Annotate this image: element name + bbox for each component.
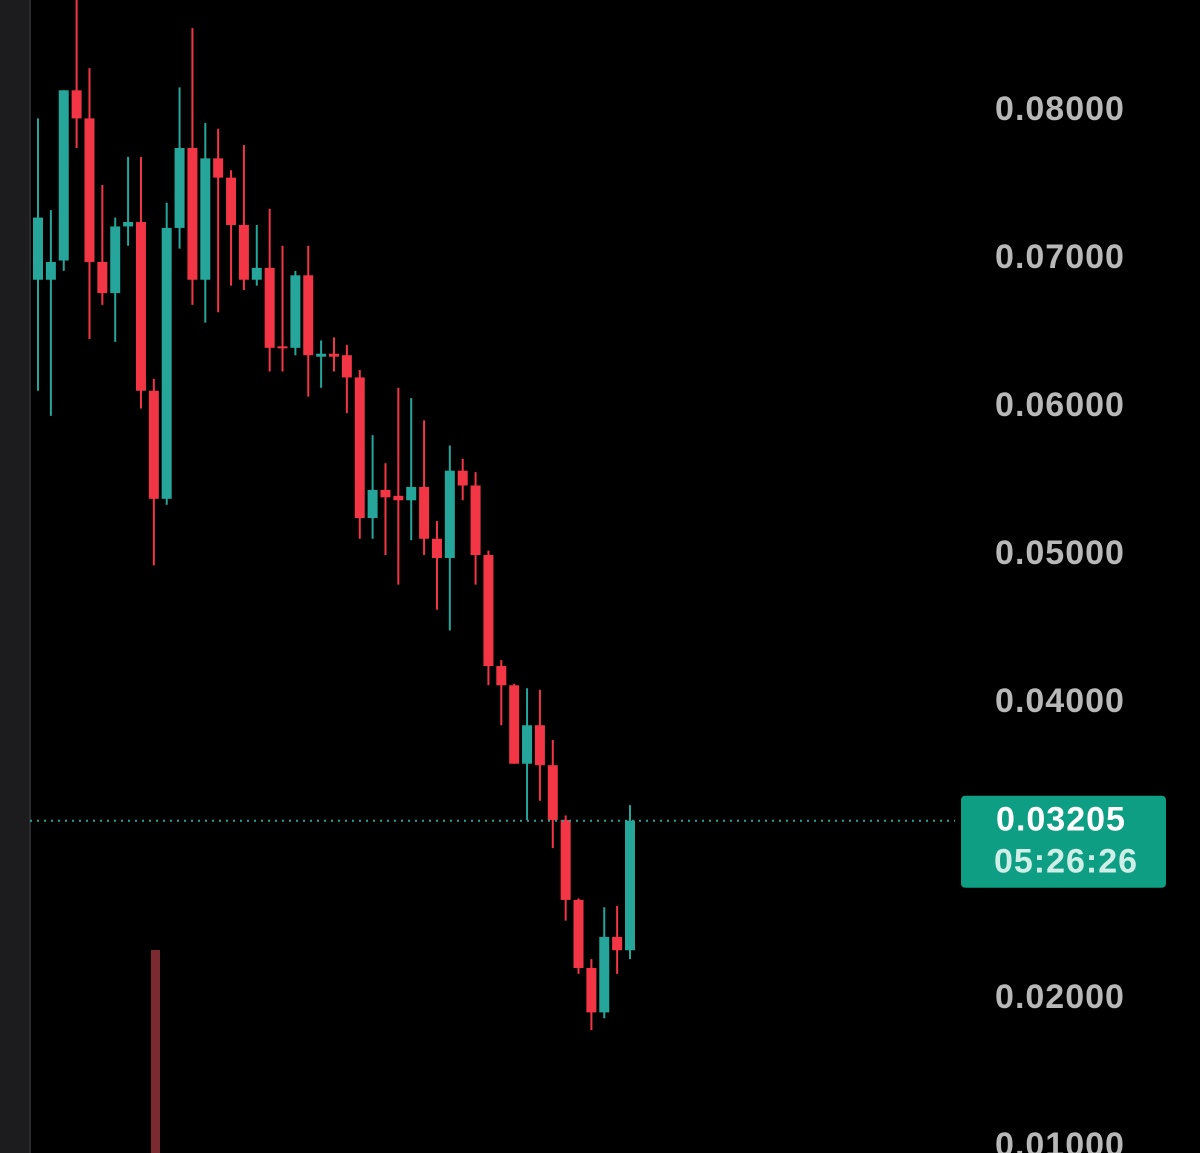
price-tag: [961, 795, 1166, 888]
candle-body: [406, 486, 417, 501]
candle-body: [84, 118, 95, 262]
candle-body: [123, 222, 134, 227]
candle-body: [354, 377, 365, 519]
candle-body: [33, 217, 43, 280]
candle-body: [393, 495, 404, 501]
candle-body: [226, 177, 237, 225]
candle-body: [419, 486, 430, 539]
candle-body: [71, 90, 82, 119]
candle-body: [496, 666, 507, 686]
y-tick-label: 0.01000: [995, 1126, 1125, 1153]
candle-body: [187, 148, 198, 280]
countdown: 05:26:26: [994, 843, 1138, 881]
candle-body: [45, 261, 56, 280]
candle-body: [251, 267, 262, 280]
candle-body: [444, 470, 455, 558]
candle-body: [148, 390, 159, 499]
candle-body: [573, 899, 584, 968]
candle-body: [522, 725, 533, 764]
candle-body: [612, 936, 623, 951]
candle-body: [213, 158, 224, 178]
price-label: 0.03205: [996, 801, 1126, 839]
left-border: [29, 0, 31, 1153]
candle-body: [161, 227, 172, 499]
y-tick-label: 0.07000: [995, 238, 1125, 276]
y-tick-label: 0.05000: [995, 534, 1125, 572]
candle-body: [97, 261, 108, 294]
candle-body: [367, 489, 378, 519]
candle-body: [625, 820, 635, 951]
candle-body: [380, 489, 391, 498]
y-tick-label: 0.02000: [995, 978, 1125, 1016]
y-tick-label: 0.08000: [995, 90, 1125, 128]
volume-bar: [151, 950, 160, 1153]
left-edge: [0, 0, 29, 1153]
candle-body: [200, 158, 211, 280]
candle-body: [110, 226, 121, 294]
candle-body: [238, 224, 249, 280]
candle-body: [58, 90, 69, 261]
candle-body: [509, 685, 520, 764]
candle-body: [560, 819, 571, 900]
candle-body: [547, 765, 558, 820]
candle-body: [534, 725, 545, 766]
y-tick-label: 0.04000: [995, 682, 1125, 720]
candle-body: [470, 485, 481, 556]
candle-body: [290, 275, 301, 348]
candle-body: [264, 267, 275, 348]
candle-body: [277, 346, 288, 349]
candle-body: [316, 353, 327, 357]
candle-body: [341, 355, 352, 378]
candle-body: [174, 148, 185, 228]
candle-body: [329, 353, 339, 357]
candle-body: [483, 555, 494, 667]
candle-body: [431, 538, 442, 558]
candle-body: [303, 275, 314, 356]
candle-body: [135, 222, 146, 391]
y-tick-label: 0.06000: [995, 386, 1125, 424]
candle-body: [586, 967, 597, 1013]
candle-body: [457, 470, 468, 486]
candle-body: [599, 936, 610, 1013]
